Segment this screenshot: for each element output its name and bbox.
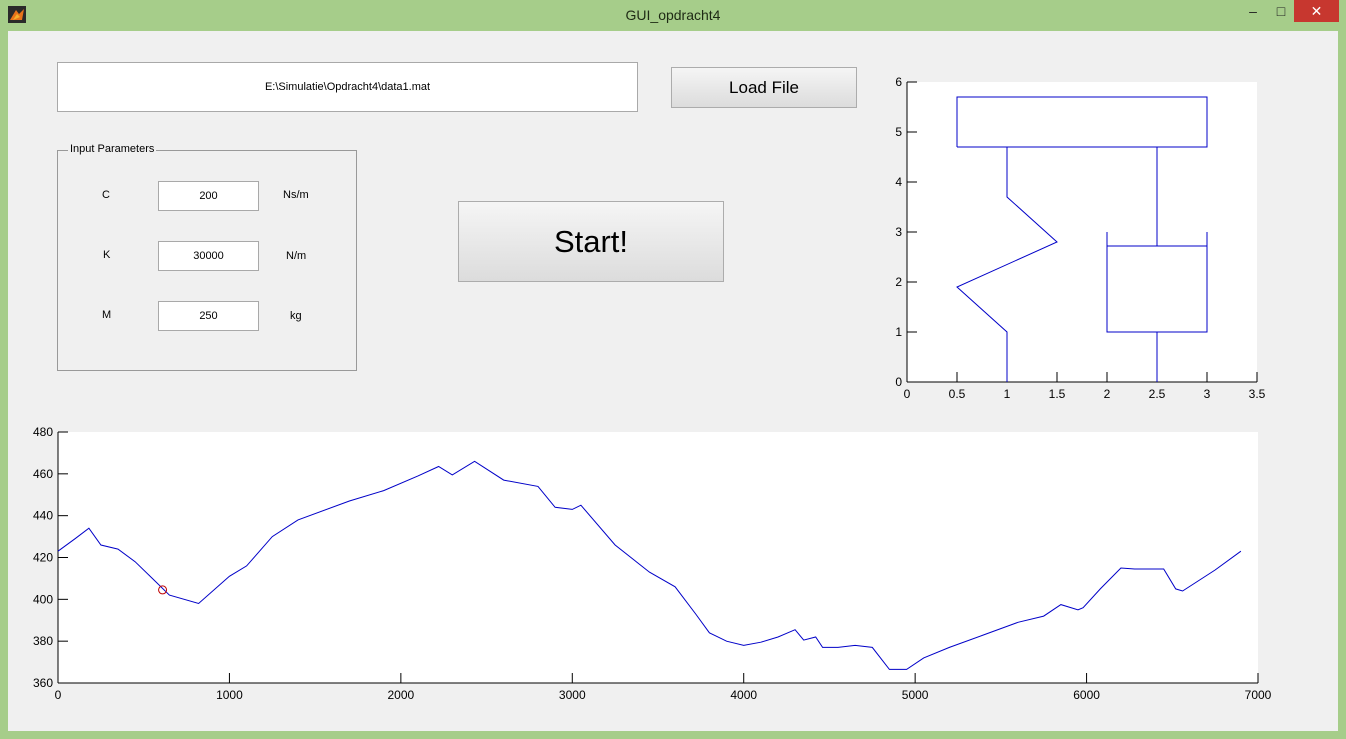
x-tick-label: 7000 (1245, 688, 1272, 702)
c-unit: Ns/m (283, 189, 309, 201)
y-tick-label: 400 (33, 592, 53, 606)
title-bar: GUI_opdracht4 – □ ✕ (0, 0, 1346, 31)
close-button[interactable]: ✕ (1294, 0, 1339, 22)
x-tick-label: 0.5 (949, 387, 966, 401)
maximize-button[interactable]: □ (1276, 3, 1286, 19)
minimize-button[interactable]: – (1249, 3, 1257, 19)
x-tick-label: 5000 (902, 688, 929, 702)
y-tick-label: 440 (33, 509, 53, 523)
matlab-logo-icon (8, 6, 26, 23)
y-tick-label: 3 (895, 225, 902, 239)
y-tick-label: 1 (895, 325, 902, 339)
panel-title: Input Parameters (68, 143, 157, 155)
plot-background (58, 432, 1258, 683)
y-tick-label: 360 (33, 676, 53, 690)
x-tick-label: 3.5 (1249, 387, 1266, 401)
k-input[interactable]: 30000 (158, 241, 259, 271)
m-input[interactable]: 250 (158, 301, 259, 331)
load-file-button[interactable]: Load File (671, 67, 857, 108)
x-tick-label: 2.5 (1149, 387, 1166, 401)
c-input[interactable]: 200 (158, 181, 259, 211)
position-marker (158, 585, 168, 595)
x-tick-label: 1 (1004, 387, 1011, 401)
m-unit: kg (290, 310, 302, 322)
x-tick-label: 2 (1104, 387, 1111, 401)
x-tick-label: 1000 (216, 688, 243, 702)
y-tick-label: 420 (33, 551, 53, 565)
series-line-3 (1106, 232, 1208, 333)
x-tick-label: 3 (1204, 387, 1211, 401)
k-label: K (103, 249, 111, 261)
y-tick-label: 380 (33, 634, 53, 648)
m-label: M (102, 309, 112, 321)
file-path-field[interactable]: E:\Simulatie\Opdracht4\data1.mat (57, 62, 638, 112)
k-unit: N/m (286, 250, 307, 262)
input-parameters-panel: Input Parameters C 200 Ns/m K 30000 N/m … (57, 143, 357, 371)
x-tick-label: 0 (55, 688, 62, 702)
series-line-0 (956, 96, 1208, 148)
y-tick-label: 480 (33, 425, 53, 439)
x-tick-label: 3000 (559, 688, 586, 702)
plot-background (907, 82, 1257, 382)
start-button[interactable]: Start! (458, 201, 724, 282)
window-title: GUI_opdracht4 (625, 7, 721, 23)
x-tick-label: 0 (904, 387, 911, 401)
y-tick-label: 0 (895, 375, 902, 389)
y-tick-label: 6 (895, 75, 902, 89)
x-tick-label: 6000 (1073, 688, 1100, 702)
y-tick-label: 460 (33, 467, 53, 481)
series-line-1 (956, 147, 1058, 382)
x-tick-label: 4000 (730, 688, 757, 702)
x-tick-label: 1.5 (1049, 387, 1066, 401)
x-tick-label: 2000 (388, 688, 415, 702)
y-tick-label: 5 (895, 125, 902, 139)
y-tick-label: 2 (895, 275, 902, 289)
c-label: C (102, 189, 110, 201)
y-tick-label: 4 (895, 175, 902, 189)
series-line-0 (57, 460, 1242, 670)
